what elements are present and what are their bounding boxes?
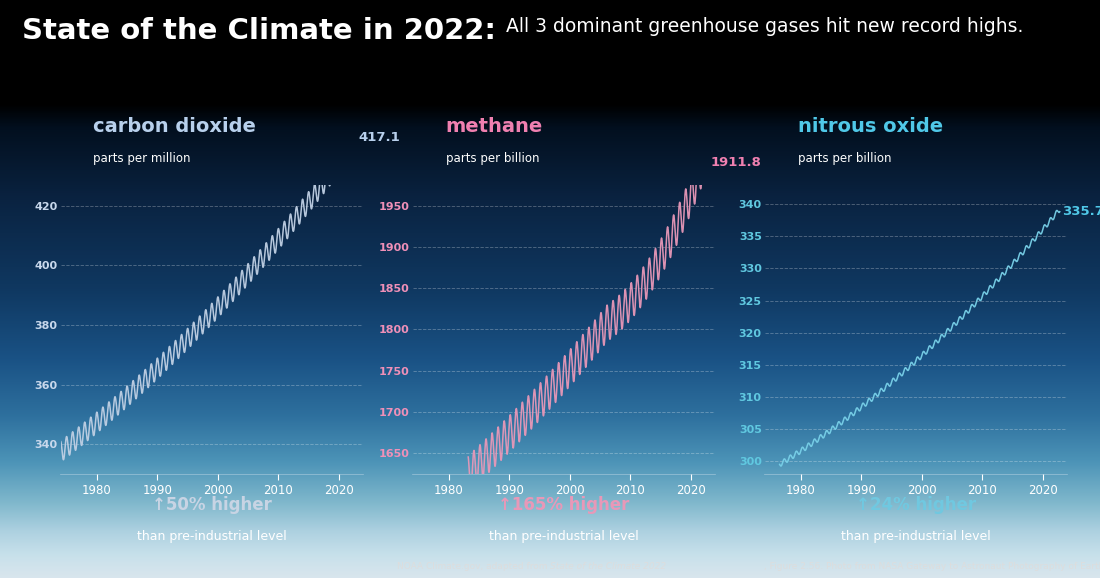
Text: 335.7: 335.7	[1063, 205, 1100, 218]
Text: parts per billion: parts per billion	[446, 152, 539, 165]
Text: 1911.8: 1911.8	[711, 156, 761, 169]
Text: nitrous oxide: nitrous oxide	[798, 117, 943, 136]
Text: parts per billion: parts per billion	[798, 152, 891, 165]
Text: 417.1: 417.1	[359, 131, 400, 144]
Text: than pre-industrial level: than pre-industrial level	[488, 531, 639, 543]
Text: NOAA Climate.gov, adapted from: NOAA Climate.gov, adapted from	[397, 562, 550, 571]
Text: parts per million: parts per million	[94, 152, 191, 165]
Text: All 3 dominant greenhouse gases hit new record highs.: All 3 dominant greenhouse gases hit new …	[500, 17, 1024, 36]
Text: State of the Climate in 2022:: State of the Climate in 2022:	[22, 17, 496, 45]
Text: methane: methane	[446, 117, 542, 136]
Text: than pre-industrial level: than pre-industrial level	[136, 531, 287, 543]
Text: State of the Climate 2022: State of the Climate 2022	[550, 562, 667, 571]
Text: ↑165% higher: ↑165% higher	[498, 497, 629, 514]
Text: carbon dioxide: carbon dioxide	[94, 117, 256, 136]
Text: ↑24% higher: ↑24% higher	[856, 497, 976, 514]
Text: , Figure 2.56. Photo from NASA Gateway to Astronaut Photography of Earth.: , Figure 2.56. Photo from NASA Gateway t…	[764, 562, 1100, 571]
Text: than pre-industrial level: than pre-industrial level	[840, 531, 991, 543]
Text: ↑50% higher: ↑50% higher	[152, 497, 272, 514]
